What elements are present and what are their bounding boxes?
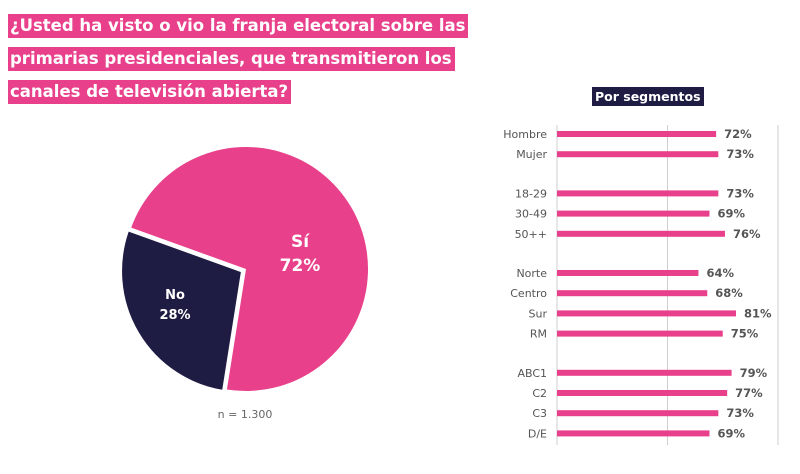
question-title-line-3: canales de televisión abierta? bbox=[8, 80, 468, 104]
bar-centro bbox=[557, 290, 708, 297]
bar-c2 bbox=[557, 390, 728, 396]
bar-mujer bbox=[557, 151, 719, 158]
bar-50- bbox=[557, 230, 725, 237]
bar-c3 bbox=[557, 410, 719, 417]
pie-value-no: 28% bbox=[159, 308, 190, 323]
bar-category-label: 18-29 bbox=[515, 187, 547, 200]
bar-value-label: 77% bbox=[735, 386, 763, 400]
bar-value-label: 64% bbox=[706, 266, 734, 280]
bar-value-label: 76% bbox=[733, 227, 761, 241]
pie-value-si: 72% bbox=[280, 256, 321, 276]
question-title-line-1: ¿Usted ha visto o vio la franja electora… bbox=[8, 14, 469, 38]
bar-value-label: 75% bbox=[731, 327, 759, 341]
pie-chart: Sí 72% No 28% bbox=[119, 147, 368, 394]
question-title-line-2: primarias presidenciales, que transmitie… bbox=[8, 47, 468, 71]
bar-value-label: 73% bbox=[726, 186, 754, 200]
bar-sur bbox=[557, 310, 737, 317]
bar-30-49 bbox=[557, 210, 710, 217]
pie-slice-no bbox=[119, 227, 245, 394]
bar-category-label: C2 bbox=[532, 387, 547, 400]
bar-18-29 bbox=[557, 190, 719, 197]
bar-d-e bbox=[557, 430, 710, 437]
pie-label-si: Sí bbox=[291, 232, 310, 252]
bar-category-label: ABC1 bbox=[517, 367, 547, 380]
sample-size-label: n = 1.300 bbox=[217, 408, 273, 421]
bar-category-label: 50++ bbox=[515, 228, 547, 241]
bar-category-label: 30-49 bbox=[515, 208, 547, 221]
bar-value-label: 72% bbox=[724, 127, 752, 141]
bar-category-label: Mujer bbox=[516, 148, 547, 161]
bar-hombre bbox=[557, 131, 717, 137]
bar-category-label: Norte bbox=[516, 267, 547, 280]
pie-label-no: No bbox=[165, 288, 185, 303]
segments-title: Por segmentos bbox=[592, 87, 704, 106]
bar-category-label: Centro bbox=[510, 287, 547, 300]
pie-slice-si bbox=[131, 147, 368, 392]
bar-category-label: Sur bbox=[529, 307, 548, 320]
bar-value-label: 81% bbox=[744, 306, 772, 320]
bar-category-label: C3 bbox=[532, 407, 547, 420]
segments-bar-chart: Hombre 72% Mujer 73% 18-29 73% 30-49 69% 50++ 76%… bbox=[503, 125, 779, 445]
bar-value-label: 73% bbox=[726, 406, 754, 420]
bar-rm bbox=[557, 330, 723, 337]
question-title: ¿Usted ha visto o vio la franja electora… bbox=[8, 14, 469, 113]
bar-category-label: RM bbox=[530, 328, 547, 341]
bar-value-label: 69% bbox=[717, 207, 745, 221]
bar-abc1 bbox=[557, 369, 732, 376]
bar-norte bbox=[557, 270, 699, 276]
bar-value-label: 73% bbox=[726, 147, 754, 161]
bar-value-label: 69% bbox=[717, 426, 745, 440]
bar-category-label: Hombre bbox=[503, 128, 547, 141]
bar-category-label: D/E bbox=[528, 427, 547, 440]
bar-value-label: 79% bbox=[740, 366, 768, 380]
bar-value-label: 68% bbox=[715, 286, 743, 300]
